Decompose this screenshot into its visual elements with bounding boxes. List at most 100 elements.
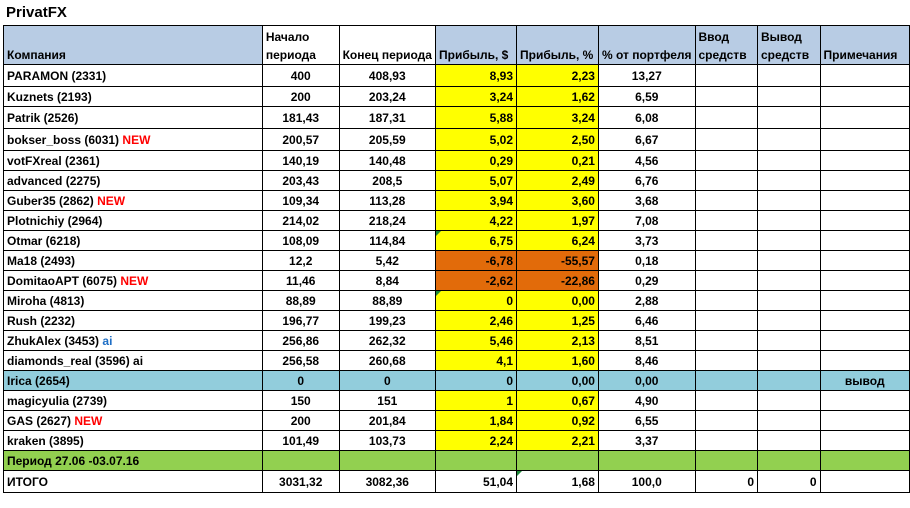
end-cell[interactable]: 408,93 <box>338 64 436 87</box>
notes-cell[interactable] <box>819 86 910 107</box>
period-cell[interactable] <box>757 450 821 471</box>
profit-pct-cell[interactable]: 2,21 <box>516 430 599 451</box>
header-company[interactable]: Компания <box>3 25 263 65</box>
notes-cell[interactable] <box>819 430 910 451</box>
company-cell[interactable]: Irica (2654) <box>3 370 263 391</box>
withdraw-cell[interactable] <box>757 250 821 271</box>
company-cell[interactable]: kraken (3895) <box>3 430 263 451</box>
total-label[interactable]: ИТОГО <box>3 470 263 493</box>
start-cell[interactable]: 196,77 <box>261 310 340 331</box>
deposit-cell[interactable] <box>694 310 758 331</box>
deposit-cell[interactable] <box>694 86 758 107</box>
total-deposit[interactable]: 0 <box>694 470 758 493</box>
start-cell[interactable]: 203,43 <box>261 170 340 191</box>
profit-usd-cell[interactable]: 0 <box>434 370 518 391</box>
start-cell[interactable]: 12,2 <box>261 250 340 271</box>
profit-usd-cell[interactable]: 5,88 <box>434 106 518 129</box>
end-cell[interactable]: 5,42 <box>338 250 436 271</box>
profit-usd-cell[interactable]: 6,75 <box>434 230 518 251</box>
portfolio-cell[interactable]: 6,67 <box>597 128 696 151</box>
withdraw-cell[interactable] <box>757 370 821 391</box>
company-cell[interactable]: Otmar (6218) <box>3 230 263 251</box>
notes-cell[interactable] <box>819 250 910 271</box>
notes-cell[interactable] <box>819 410 910 431</box>
profit-usd-cell[interactable]: 1 <box>434 390 518 411</box>
header-portfolio-pct[interactable]: % от портфеля <box>597 25 696 65</box>
portfolio-cell[interactable]: 0,18 <box>597 250 696 271</box>
end-cell[interactable]: 208,5 <box>338 170 436 191</box>
notes-cell[interactable] <box>819 310 910 331</box>
portfolio-cell[interactable]: 0,00 <box>597 370 696 391</box>
notes-cell[interactable] <box>819 290 910 311</box>
profit-usd-cell[interactable]: 2,46 <box>434 310 518 331</box>
period-cell[interactable] <box>694 450 758 471</box>
deposit-cell[interactable] <box>694 170 758 191</box>
deposit-cell[interactable] <box>694 150 758 171</box>
period-label[interactable]: Период 27.06 -03.07.16 <box>3 450 263 471</box>
profit-pct-cell[interactable]: 2,50 <box>516 128 599 151</box>
start-cell[interactable]: 88,89 <box>261 290 340 311</box>
end-cell[interactable]: 218,24 <box>338 210 436 231</box>
end-cell[interactable]: 205,59 <box>338 128 436 151</box>
portfolio-cell[interactable]: 3,73 <box>597 230 696 251</box>
profit-pct-cell[interactable]: 1,62 <box>516 86 599 107</box>
start-cell[interactable]: 200,57 <box>261 128 340 151</box>
portfolio-cell[interactable]: 6,08 <box>597 106 696 129</box>
profit-pct-cell[interactable]: 2,13 <box>516 330 599 351</box>
profit-pct-cell[interactable]: 2,23 <box>516 64 599 87</box>
portfolio-cell[interactable]: 2,88 <box>597 290 696 311</box>
profit-pct-cell[interactable]: 1,25 <box>516 310 599 331</box>
portfolio-cell[interactable]: 6,55 <box>597 410 696 431</box>
profit-usd-cell[interactable]: 5,46 <box>434 330 518 351</box>
period-cell[interactable] <box>516 450 599 471</box>
deposit-cell[interactable] <box>694 128 758 151</box>
notes-cell[interactable] <box>819 270 910 291</box>
profit-pct-cell[interactable]: -55,57 <box>516 250 599 271</box>
start-cell[interactable]: 200 <box>261 410 340 431</box>
withdraw-cell[interactable] <box>757 190 821 211</box>
profit-pct-cell[interactable]: 0,67 <box>516 390 599 411</box>
header-end[interactable]: Конец периода <box>338 25 436 65</box>
profit-usd-cell[interactable]: 3,24 <box>434 86 518 107</box>
withdraw-cell[interactable] <box>757 430 821 451</box>
total-end[interactable]: 3082,36 <box>338 470 436 493</box>
profit-pct-cell[interactable]: 1,60 <box>516 350 599 371</box>
company-cell[interactable]: votFXreal (2361) <box>3 150 263 171</box>
company-cell[interactable]: bokser_boss (6031) NEW <box>3 128 263 151</box>
notes-cell[interactable] <box>819 210 910 231</box>
profit-usd-cell[interactable]: 3,94 <box>434 190 518 211</box>
profit-pct-cell[interactable]: -22,86 <box>516 270 599 291</box>
total-profit-usd[interactable]: 51,04 <box>434 470 518 493</box>
end-cell[interactable]: 113,28 <box>338 190 436 211</box>
notes-cell[interactable] <box>819 230 910 251</box>
portfolio-cell[interactable]: 7,08 <box>597 210 696 231</box>
deposit-cell[interactable] <box>694 350 758 371</box>
deposit-cell[interactable] <box>694 250 758 271</box>
notes-cell[interactable] <box>819 330 910 351</box>
portfolio-cell[interactable]: 6,59 <box>597 86 696 107</box>
start-cell[interactable]: 109,34 <box>261 190 340 211</box>
profit-usd-cell[interactable]: -6,78 <box>434 250 518 271</box>
start-cell[interactable]: 181,43 <box>261 106 340 129</box>
deposit-cell[interactable] <box>694 430 758 451</box>
deposit-cell[interactable] <box>694 106 758 129</box>
withdraw-cell[interactable] <box>757 106 821 129</box>
notes-cell[interactable] <box>819 190 910 211</box>
profit-usd-cell[interactable]: -2,62 <box>434 270 518 291</box>
total-withdraw[interactable]: 0 <box>757 470 821 493</box>
start-cell[interactable]: 214,02 <box>261 210 340 231</box>
company-cell[interactable]: Patrik (2526) <box>3 106 263 129</box>
profit-pct-cell[interactable]: 1,97 <box>516 210 599 231</box>
portfolio-cell[interactable]: 4,56 <box>597 150 696 171</box>
deposit-cell[interactable] <box>694 270 758 291</box>
company-cell[interactable]: magicyulia (2739) <box>3 390 263 411</box>
company-cell[interactable]: diamonds_real (3596) ai <box>3 350 263 371</box>
profit-usd-cell[interactable]: 0,29 <box>434 150 518 171</box>
withdraw-cell[interactable] <box>757 390 821 411</box>
withdraw-cell[interactable] <box>757 270 821 291</box>
header-start[interactable]: Начало периода <box>261 25 340 65</box>
withdraw-cell[interactable] <box>757 350 821 371</box>
withdraw-cell[interactable] <box>757 230 821 251</box>
end-cell[interactable]: 0 <box>338 370 436 391</box>
deposit-cell[interactable] <box>694 330 758 351</box>
